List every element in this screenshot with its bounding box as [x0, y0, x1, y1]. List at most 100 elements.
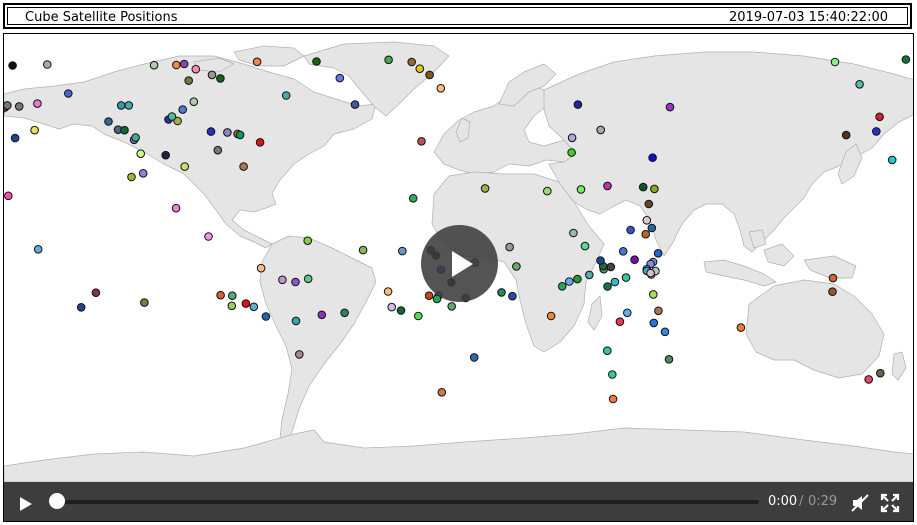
satellite-marker — [596, 125, 606, 135]
satellite-marker — [124, 101, 134, 110]
satellite-marker — [573, 100, 583, 109]
satellite-marker — [239, 162, 248, 171]
volume-muted-icon[interactable] — [850, 493, 870, 513]
satellite-marker — [436, 84, 446, 93]
satellite-marker — [447, 302, 457, 311]
satellite-marker — [350, 100, 360, 109]
satellite-marker — [603, 346, 612, 356]
seek-bar[interactable] — [56, 500, 759, 504]
great-britain — [455, 117, 471, 143]
satellite-marker — [213, 145, 223, 155]
page-title: Cube Satellite Positions — [25, 10, 178, 25]
satellite-marker — [184, 76, 193, 85]
satellite-marker — [644, 199, 654, 209]
satellite-marker — [828, 273, 838, 283]
satellite-marker — [424, 291, 434, 301]
satellite-marker — [91, 288, 101, 298]
satellite-marker — [252, 57, 262, 67]
satellite-marker — [887, 155, 897, 165]
video-player[interactable]: 0:00 / 0:29 — [3, 33, 914, 522]
satellite-marker — [255, 138, 265, 147]
satellite-marker — [480, 184, 490, 193]
satellite-marker — [415, 64, 425, 74]
header-bar: Cube Satellite Positions 2019-07-03 15:4… — [3, 3, 912, 29]
satellite-marker — [340, 308, 349, 318]
satellite-marker — [149, 60, 159, 70]
satellite-marker — [875, 112, 884, 122]
satellite-marker — [618, 247, 628, 256]
satellite-marker — [256, 263, 266, 273]
satellite-marker — [841, 130, 851, 140]
satellite-marker — [512, 262, 521, 271]
satellite-marker — [621, 273, 631, 282]
satellite-marker — [303, 236, 313, 245]
satellite-marker — [626, 225, 635, 235]
play-icon — [452, 251, 473, 277]
satellite-marker — [127, 172, 136, 182]
satellite-marker — [648, 153, 657, 162]
satellite-marker — [647, 223, 657, 233]
satellite-marker — [615, 317, 625, 327]
satellite-marker — [64, 89, 73, 98]
satellite-marker — [569, 228, 578, 238]
world-map — [4, 41, 913, 482]
satellite-marker — [646, 268, 655, 278]
satellite-marker — [855, 80, 864, 89]
north-america — [4, 55, 377, 249]
satellite-marker — [295, 350, 304, 359]
satellite-marker — [223, 128, 232, 137]
satellite-marker — [76, 303, 86, 312]
satellite-marker — [497, 288, 506, 297]
satellite-marker — [138, 169, 148, 178]
satellite-marker — [830, 57, 840, 67]
satellite-marker — [281, 91, 291, 100]
satellite-marker — [206, 127, 216, 136]
satellite-marker — [608, 394, 618, 404]
satellite-marker — [736, 323, 746, 332]
satellite-marker — [576, 185, 586, 194]
japan — [837, 143, 863, 185]
satellite-marker — [191, 64, 201, 74]
satellite-marker — [876, 368, 885, 378]
satellite-marker — [665, 102, 675, 112]
satellite-marker — [14, 102, 24, 111]
south-america — [259, 235, 377, 445]
fullscreen-icon[interactable] — [880, 493, 900, 513]
play-icon[interactable] — [16, 494, 36, 514]
satellite-marker — [580, 241, 590, 251]
seek-handle[interactable] — [49, 493, 65, 509]
satellite-marker — [417, 137, 426, 146]
new-zealand — [891, 351, 907, 381]
asia — [543, 51, 913, 257]
satellite-marker — [610, 277, 620, 287]
satellite-marker — [505, 242, 514, 252]
satellite-marker — [623, 308, 632, 318]
satellite-marker — [596, 256, 605, 265]
satellite-marker — [4, 191, 13, 201]
satellite-marker — [172, 60, 181, 70]
satellite-marker — [136, 149, 145, 158]
satellite-marker — [291, 316, 301, 326]
satellite-marker — [864, 375, 874, 384]
satellite-marker — [828, 287, 837, 297]
madagascar — [587, 295, 603, 331]
satellite-marker — [173, 116, 182, 126]
satellite-marker — [161, 150, 170, 160]
satellite-marker — [104, 117, 113, 126]
satellite-marker — [437, 388, 447, 397]
scandinavia — [498, 63, 557, 107]
satellite-marker — [398, 246, 407, 256]
satellite-marker — [216, 74, 225, 83]
satellite-marker — [603, 282, 612, 291]
indonesia — [703, 229, 795, 287]
satellite-marker — [585, 270, 594, 280]
satellite-marker — [638, 182, 648, 192]
australia — [745, 279, 885, 379]
satellite-marker — [261, 312, 271, 321]
satellite-marker — [358, 245, 368, 255]
satellite-marker — [10, 133, 20, 143]
satellite-marker — [407, 57, 417, 67]
big-play-button[interactable] — [421, 225, 498, 302]
satellite-marker — [603, 181, 612, 191]
satellite-marker — [207, 70, 217, 80]
